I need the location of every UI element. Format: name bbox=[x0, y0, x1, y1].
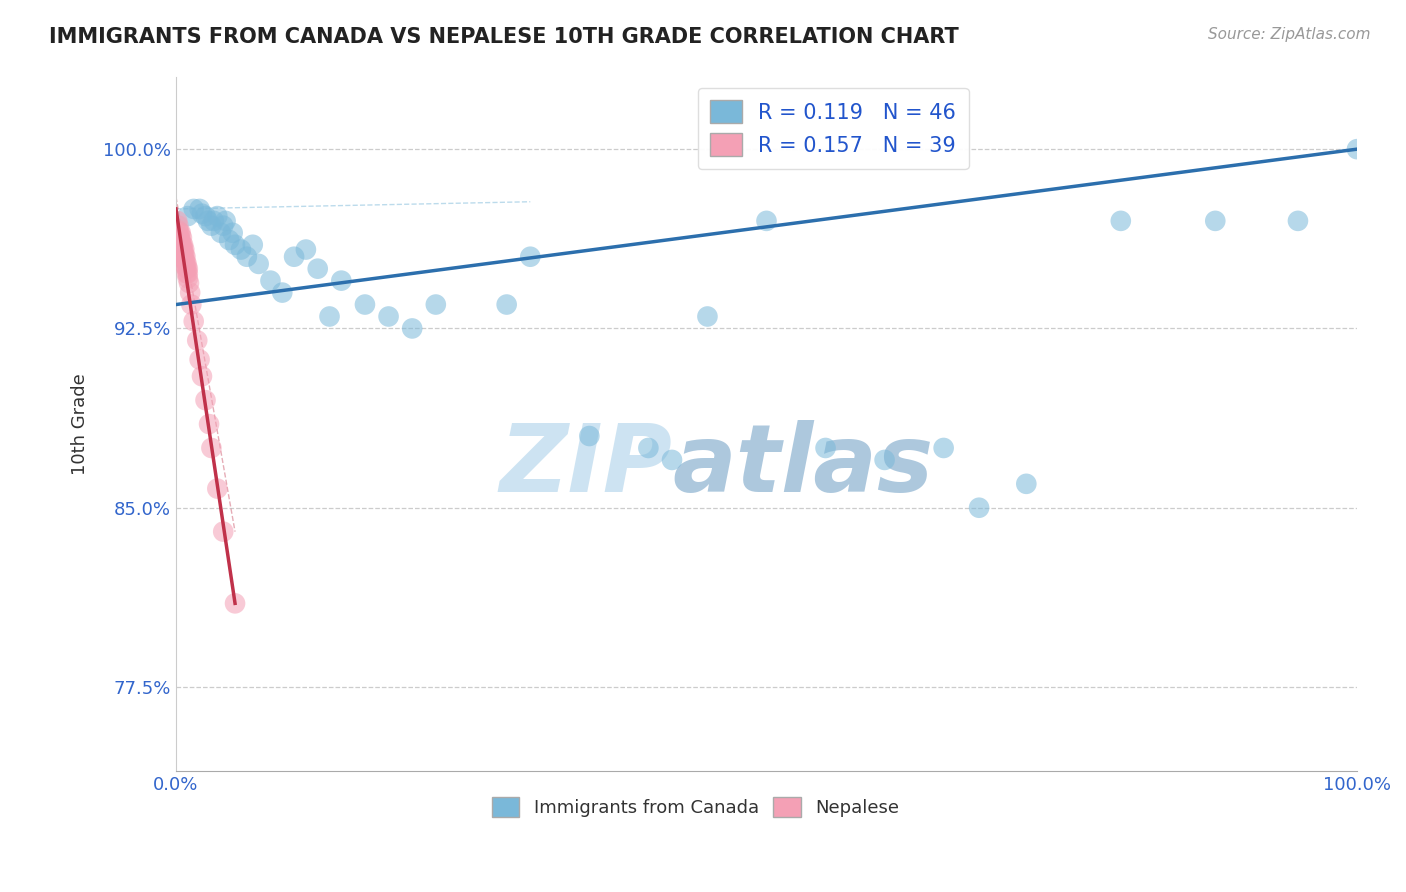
Point bbox=[200, 441, 222, 455]
Point bbox=[177, 276, 200, 290]
Point bbox=[170, 237, 193, 252]
Point bbox=[229, 243, 252, 257]
Point bbox=[578, 429, 600, 443]
Point bbox=[198, 417, 221, 431]
Point bbox=[194, 209, 217, 223]
Point bbox=[271, 285, 294, 300]
Point bbox=[307, 261, 329, 276]
Point bbox=[188, 202, 211, 216]
Point bbox=[172, 237, 194, 252]
Text: Source: ZipAtlas.com: Source: ZipAtlas.com bbox=[1208, 27, 1371, 42]
Point bbox=[177, 261, 200, 276]
Point bbox=[377, 310, 399, 324]
Point bbox=[247, 257, 270, 271]
Point bbox=[174, 254, 197, 268]
Point bbox=[173, 247, 195, 261]
Point bbox=[179, 285, 201, 300]
Point bbox=[166, 214, 188, 228]
Point bbox=[176, 267, 198, 281]
Point bbox=[873, 453, 896, 467]
Point bbox=[1204, 214, 1226, 228]
Point bbox=[495, 297, 517, 311]
Point bbox=[191, 369, 214, 384]
Point bbox=[224, 596, 246, 610]
Point bbox=[174, 260, 197, 274]
Point bbox=[170, 226, 193, 240]
Point bbox=[1346, 142, 1368, 156]
Point bbox=[330, 274, 353, 288]
Text: ZIP: ZIP bbox=[499, 419, 672, 512]
Point bbox=[224, 237, 246, 252]
Point bbox=[1286, 214, 1309, 228]
Point bbox=[932, 441, 955, 455]
Point bbox=[188, 352, 211, 367]
Point bbox=[169, 226, 191, 240]
Point bbox=[221, 226, 243, 240]
Point bbox=[259, 274, 281, 288]
Point bbox=[207, 482, 229, 496]
Point bbox=[207, 209, 229, 223]
Point bbox=[194, 393, 217, 408]
Text: atlas: atlas bbox=[672, 419, 934, 512]
Point bbox=[186, 334, 208, 348]
Point bbox=[218, 233, 240, 247]
Point bbox=[212, 219, 235, 233]
Point bbox=[183, 202, 205, 216]
Point bbox=[696, 310, 718, 324]
Point bbox=[425, 297, 447, 311]
Point bbox=[283, 250, 305, 264]
Point bbox=[170, 237, 193, 252]
Point bbox=[295, 243, 318, 257]
Point bbox=[172, 247, 194, 261]
Point bbox=[814, 441, 837, 455]
Legend: Immigrants from Canada, Nepalese: Immigrants from Canada, Nepalese bbox=[485, 789, 907, 824]
Point bbox=[401, 321, 423, 335]
Point bbox=[637, 441, 659, 455]
Text: IMMIGRANTS FROM CANADA VS NEPALESE 10TH GRADE CORRELATION CHART: IMMIGRANTS FROM CANADA VS NEPALESE 10TH … bbox=[49, 27, 959, 46]
Point bbox=[170, 243, 193, 257]
Point bbox=[197, 214, 219, 228]
Point bbox=[177, 267, 200, 281]
Point bbox=[967, 500, 990, 515]
Point bbox=[1109, 214, 1132, 228]
Point bbox=[191, 207, 214, 221]
Point bbox=[177, 209, 200, 223]
Y-axis label: 10th Grade: 10th Grade bbox=[72, 373, 89, 475]
Point bbox=[177, 271, 200, 285]
Point bbox=[180, 297, 202, 311]
Point bbox=[183, 314, 205, 328]
Point bbox=[212, 524, 235, 539]
Point bbox=[170, 233, 193, 247]
Point bbox=[167, 223, 190, 237]
Point bbox=[173, 243, 195, 257]
Point bbox=[242, 237, 264, 252]
Point bbox=[519, 250, 541, 264]
Point bbox=[176, 257, 198, 271]
Point bbox=[318, 310, 340, 324]
Point bbox=[172, 243, 194, 257]
Point bbox=[236, 250, 259, 264]
Point bbox=[173, 252, 195, 266]
Point bbox=[755, 214, 778, 228]
Point bbox=[174, 250, 197, 264]
Point bbox=[176, 261, 198, 276]
Point bbox=[661, 453, 683, 467]
Point bbox=[214, 214, 236, 228]
Point bbox=[170, 230, 193, 244]
Point bbox=[209, 226, 232, 240]
Point bbox=[169, 230, 191, 244]
Point bbox=[202, 214, 225, 228]
Point bbox=[1015, 476, 1038, 491]
Point bbox=[354, 297, 377, 311]
Point bbox=[167, 219, 190, 233]
Point bbox=[200, 219, 222, 233]
